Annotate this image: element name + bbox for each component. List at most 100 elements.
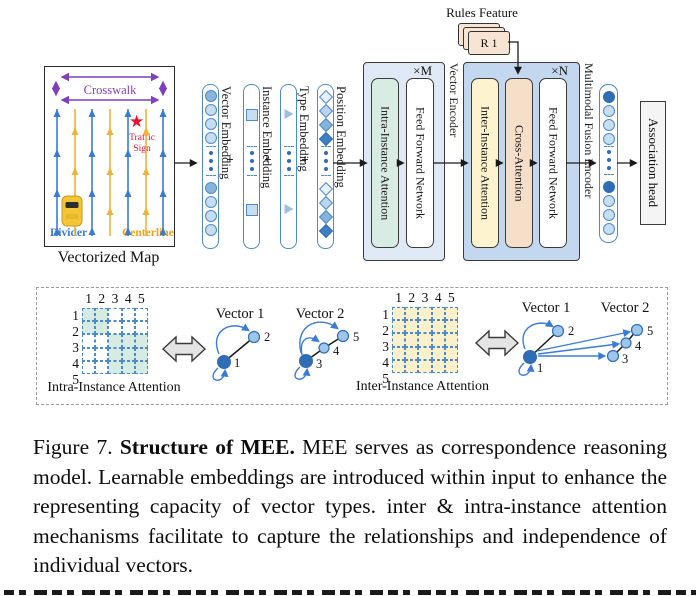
type-embedding-column — [280, 84, 297, 249]
attention-grid-cell — [431, 359, 445, 373]
ellipsis-separator — [205, 175, 216, 176]
row-number: 4 — [72, 356, 79, 371]
col-number: 5 — [138, 291, 145, 306]
node-label: 3 — [316, 357, 323, 371]
intra-attention-grid — [82, 308, 148, 374]
attention-grid-cell — [392, 359, 406, 373]
col-number: 4 — [434, 290, 442, 305]
feed-forward-network-label: Feed Forward Network — [413, 107, 428, 219]
attention-grid-cell — [444, 333, 458, 347]
ellipsis-dot — [606, 166, 611, 170]
output-embedding-column — [599, 84, 618, 243]
attention-grid-cell — [108, 360, 122, 374]
type-embedding-label: Type Embedding — [297, 86, 311, 172]
attention-grid-cell — [392, 307, 406, 321]
node-label: 3 — [622, 352, 629, 366]
ellipsis-dot — [249, 151, 254, 155]
vector1-title-right: Vector 1 — [521, 300, 571, 316]
attention-grid-cell — [82, 347, 96, 361]
vector-embedding-column — [202, 84, 219, 249]
embedding-token — [602, 223, 615, 235]
association-head-label: Association head — [646, 118, 661, 208]
embedding-token — [204, 182, 217, 194]
attention-grid-cell — [134, 360, 148, 374]
attention-grid-cell — [444, 307, 458, 321]
attention-grid-cell — [405, 333, 419, 347]
feed-forward-network-label-2: Feed Forward Network — [546, 107, 561, 219]
attention-grid-cell — [108, 347, 122, 361]
attention-grid-cell — [108, 308, 122, 322]
repeat-m-label: ×M — [413, 63, 432, 78]
row-number: 2 — [72, 324, 79, 339]
attention-grid-cell — [108, 334, 122, 348]
centerline-label: Centerline — [122, 227, 174, 239]
caption-figure-number: Figure 7. — [33, 435, 120, 459]
embedding-token — [204, 90, 217, 102]
attention-grid-cell — [82, 321, 96, 335]
vector2-title: Vector 2 — [295, 306, 345, 322]
traffic-sign-star-icon: ★ — [129, 112, 145, 131]
ellipsis-dot — [606, 150, 611, 154]
node-label: 4 — [635, 339, 642, 353]
plus-sign: + — [301, 152, 309, 167]
ellipsis-dot — [208, 167, 213, 171]
embedding-token — [318, 223, 333, 239]
figure-caption: Figure 7. Structure of MEE. MEE serves a… — [33, 433, 667, 581]
embedding-token — [284, 109, 293, 119]
plus-sign: + — [264, 152, 272, 167]
node-label: 1 — [234, 356, 241, 370]
embedding-token — [602, 91, 615, 103]
embedding-token — [602, 181, 615, 193]
row-number: 5 — [382, 371, 389, 386]
attention-grid-cell — [121, 347, 135, 361]
embedding-token — [204, 210, 217, 222]
attention-grid-cell — [405, 359, 419, 373]
attention-grid-cell — [418, 320, 432, 334]
cross-attention-label: Cross-Attention — [512, 124, 527, 202]
attention-grid-cell — [444, 346, 458, 360]
traffic-sign-line1: Traffic — [129, 133, 155, 143]
ellipsis-separator — [320, 146, 331, 147]
traffic-sign-line2: Sign — [133, 143, 151, 154]
embedding-token — [245, 204, 258, 216]
attention-grid-cell — [95, 308, 109, 322]
embedding-token — [245, 109, 258, 121]
embedding-token — [204, 196, 217, 208]
embedding-token — [602, 195, 615, 207]
attention-grid-cell — [431, 320, 445, 334]
traffic-sign-label: Traffic Sign — [118, 133, 166, 154]
col-number: 2 — [98, 291, 106, 306]
ellipsis-separator — [246, 175, 257, 176]
embedding-token — [204, 224, 217, 236]
embedding-token — [284, 204, 293, 214]
attention-grid-cell — [82, 360, 96, 374]
feed-forward-network-box-2: Feed Forward Network — [539, 78, 567, 248]
attention-grid-cell — [134, 334, 148, 348]
ellipsis-dot — [286, 159, 291, 163]
ellipsis-separator — [320, 175, 331, 176]
ellipsis-separator — [246, 146, 257, 147]
intra-instance-attention-label: Intra-Instance Attention — [378, 105, 393, 221]
embedding-token — [318, 89, 333, 105]
embedding-token — [318, 131, 333, 147]
attention-grid-cell — [431, 346, 445, 360]
row-number: 3 — [382, 339, 389, 354]
row-number: 4 — [382, 355, 389, 370]
attention-grid-cell — [121, 308, 135, 322]
row-number: 1 — [72, 308, 79, 323]
row-number: 2 — [382, 323, 389, 338]
embedding-token — [204, 132, 217, 144]
position-embedding-label: Position Embedding — [334, 86, 348, 188]
attention-grid-cell — [418, 307, 432, 321]
rules-card-front: R 1 — [468, 31, 510, 55]
row-number: 3 — [72, 340, 79, 355]
attention-grid-cell — [431, 333, 445, 347]
col-number: 4 — [124, 291, 132, 306]
embedding-token — [318, 181, 333, 197]
attention-grid-cell — [121, 360, 135, 374]
embedding-token — [204, 118, 217, 130]
inter-instance-attention-box: Inter-Instance Attention — [471, 78, 499, 248]
multimodal-fusion-encoder-label: Multimodal Fusion Encoder — [582, 63, 596, 199]
node-label: 5 — [647, 324, 654, 338]
